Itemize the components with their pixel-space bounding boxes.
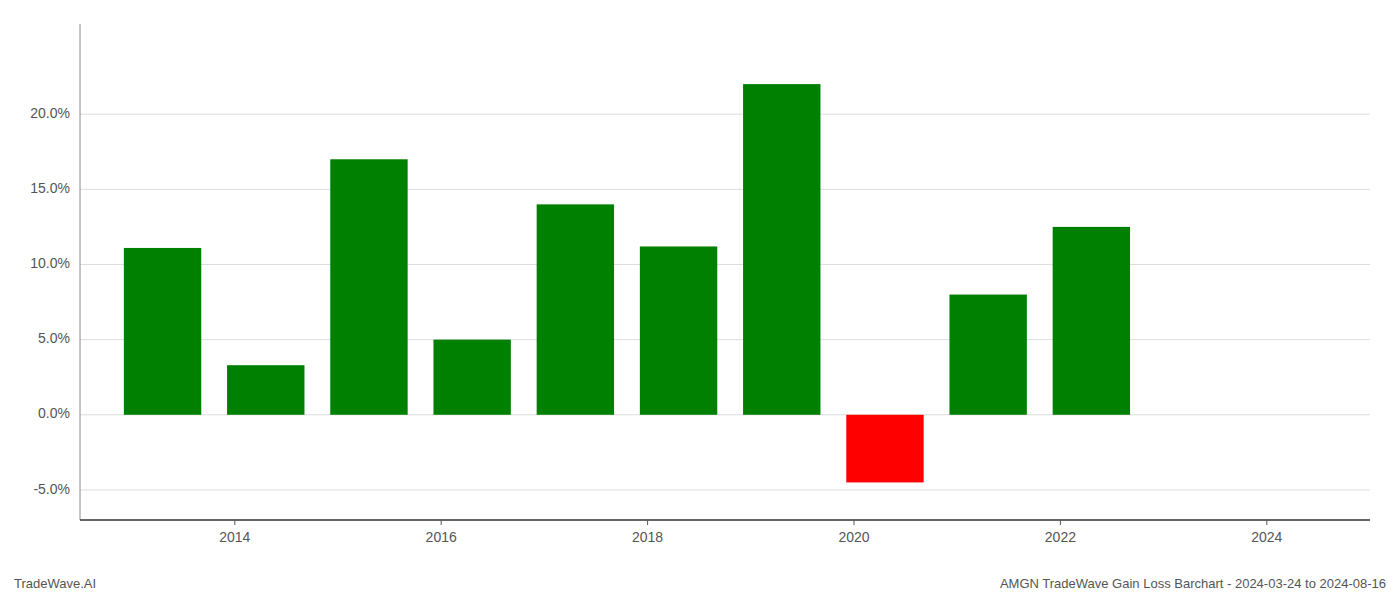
x-axis: 2014 2016 2018 2020 2022 2024	[80, 520, 1370, 545]
grid-line	[80, 264, 1370, 265]
x-tick	[1266, 520, 1267, 525]
y-tick-label: -5.0%	[33, 481, 70, 497]
y-tick-label: 15.0%	[30, 180, 70, 196]
watermark: TradeWave.AI	[14, 576, 96, 591]
grid-line	[80, 189, 1370, 190]
bar	[1053, 227, 1130, 415]
y-tick-label: 10.0%	[30, 255, 70, 271]
bars	[124, 84, 1130, 482]
x-tick-label: 2024	[1251, 529, 1282, 545]
bar	[743, 84, 820, 415]
y-tick-label: 5.0%	[38, 330, 70, 346]
x-tick	[1060, 520, 1061, 525]
x-tick-label: 2014	[219, 529, 250, 545]
bar	[537, 204, 614, 414]
x-axis-line	[80, 519, 1370, 521]
x-tick	[854, 520, 855, 525]
y-tick-label: 0.0%	[38, 405, 70, 421]
x-tick-label: 2022	[1045, 529, 1076, 545]
chart: -5.0% 0.0% 5.0% 10.0% 15.0% 20.0% 2014 2016 2018…	[0, 0, 1400, 600]
x-tick-label: 2020	[838, 529, 869, 545]
grid-line	[80, 114, 1370, 115]
y-axis: -5.0% 0.0% 5.0% 10.0% 15.0% 20.0%	[30, 24, 80, 520]
bar	[433, 340, 510, 415]
x-tick-label: 2018	[632, 529, 663, 545]
grid-line	[80, 339, 1370, 340]
bar	[949, 295, 1026, 415]
bar	[124, 248, 201, 415]
grid	[80, 114, 1370, 490]
bar	[640, 246, 717, 414]
x-tick	[441, 520, 442, 525]
x-tick	[234, 520, 235, 525]
y-tick-label: 20.0%	[30, 105, 70, 121]
title: AMGN TradeWave Gain Loss Barchart - 2024…	[1000, 576, 1386, 591]
y-axis-line	[80, 24, 81, 520]
grid-line	[80, 489, 1370, 490]
x-tick	[647, 520, 648, 525]
bar	[227, 365, 304, 415]
bar	[330, 159, 407, 415]
x-tick-label: 2016	[426, 529, 457, 545]
bar	[846, 415, 923, 483]
